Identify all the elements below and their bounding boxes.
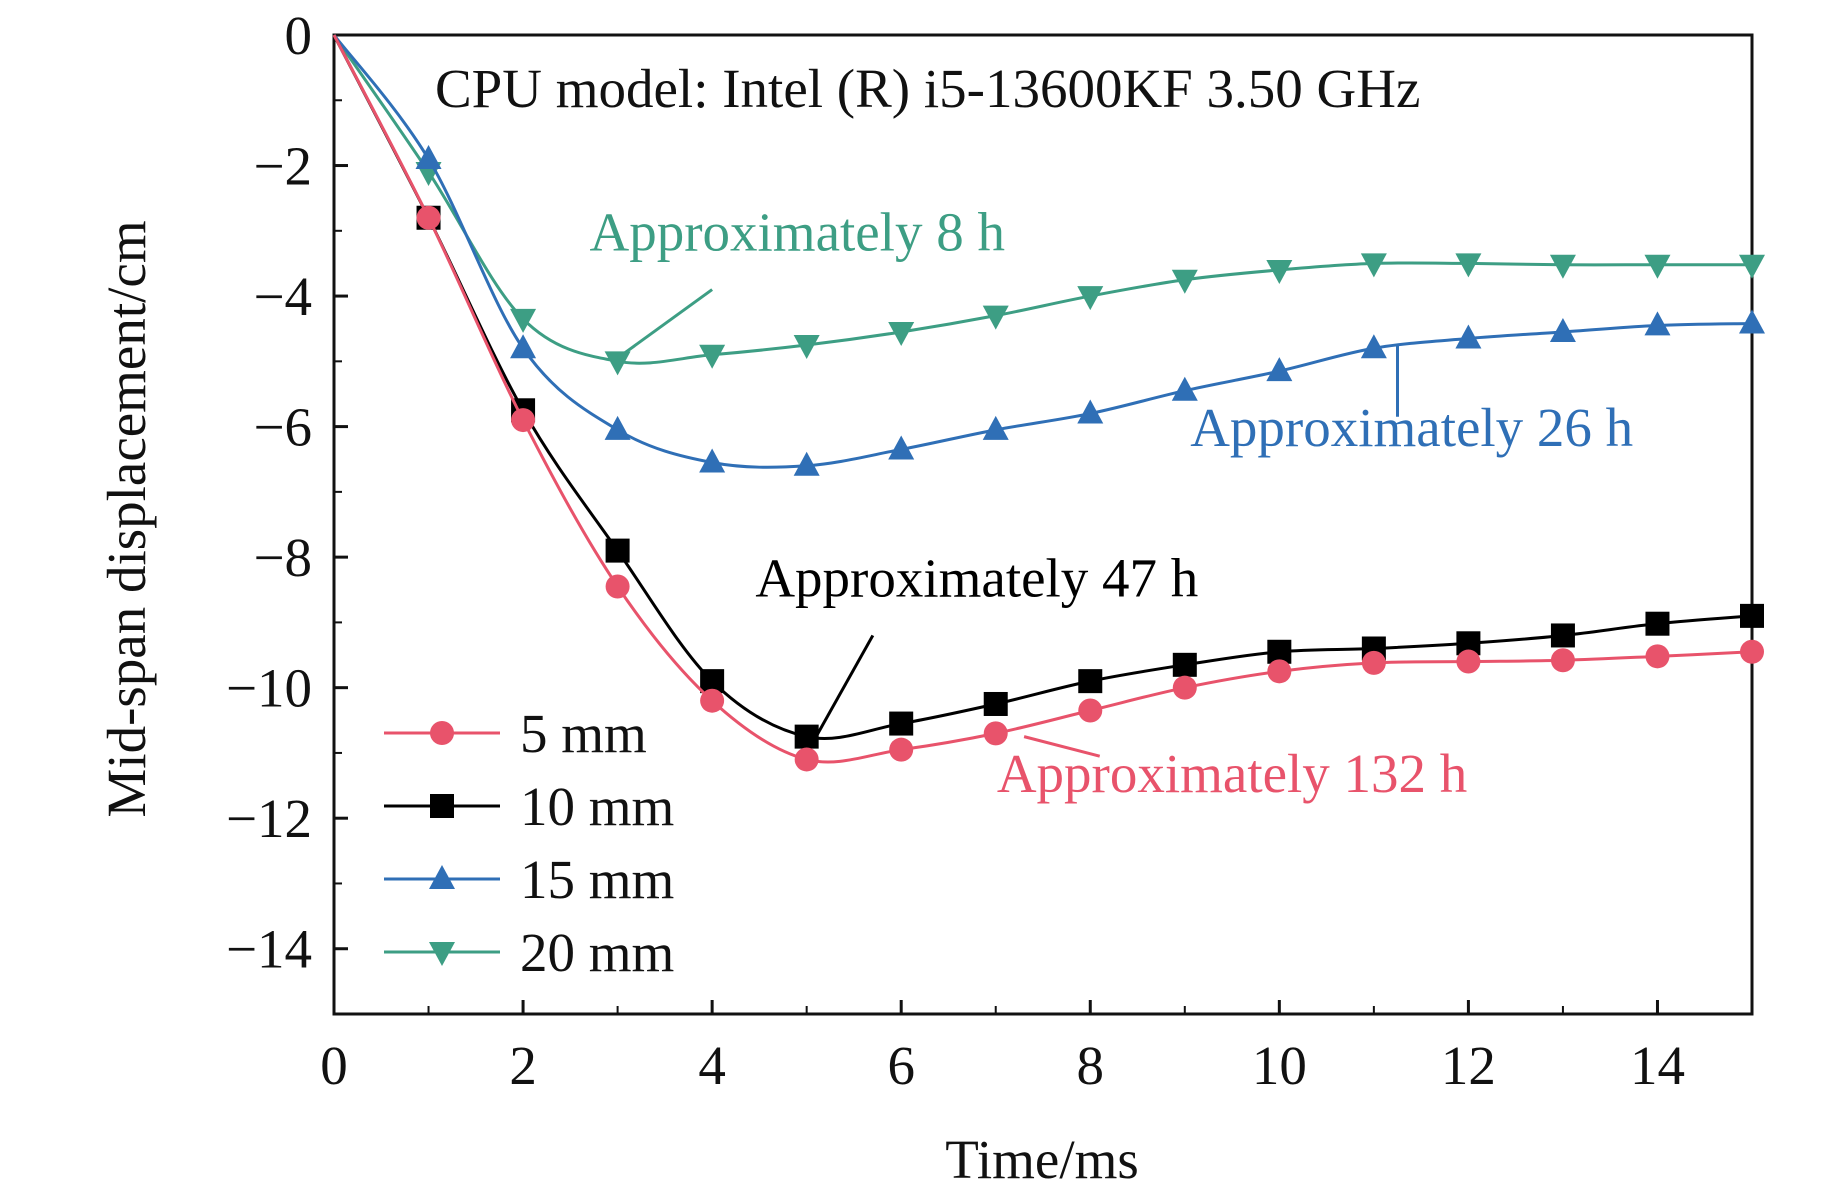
data-point-10-mm bbox=[794, 724, 819, 749]
data-point-5-mm bbox=[1361, 650, 1386, 675]
data-point-20-mm bbox=[1549, 254, 1576, 279]
data-point-15-mm bbox=[1644, 311, 1671, 336]
annotation-label-2: Approximately 47 h bbox=[755, 547, 1198, 608]
annotation-leader-3 bbox=[1023, 735, 1101, 758]
data-point-20-mm bbox=[604, 351, 631, 376]
annotation-label-1: Approximately 26 h bbox=[1190, 397, 1633, 458]
series-20-mm bbox=[332, 34, 1765, 376]
data-point-5-mm bbox=[889, 737, 914, 762]
annotation-leader-0 bbox=[616, 288, 714, 360]
x-tick-label: 12 bbox=[1441, 1035, 1496, 1096]
y-tick-label: −14 bbox=[226, 919, 312, 980]
data-point-20-mm bbox=[1360, 253, 1387, 278]
data-point-5-mm bbox=[511, 408, 536, 433]
x-tick-label: 0 bbox=[320, 1035, 348, 1096]
data-point-5-mm bbox=[794, 747, 819, 772]
data-point-15-mm bbox=[1171, 376, 1198, 401]
legend-item-15-mm: 15 mm bbox=[384, 849, 674, 910]
data-point-10-mm bbox=[1172, 652, 1197, 677]
legend-marker bbox=[430, 794, 454, 818]
y-tick-label: 0 bbox=[285, 5, 313, 66]
data-point-15-mm bbox=[604, 415, 631, 440]
data-point-20-mm bbox=[1739, 254, 1765, 279]
y-tick-label: −6 bbox=[253, 397, 312, 458]
data-point-15-mm bbox=[982, 415, 1009, 440]
x-tick-label: 8 bbox=[1077, 1035, 1105, 1096]
data-point-5-mm bbox=[1078, 698, 1103, 723]
data-point-5-mm bbox=[605, 574, 630, 599]
data-point-15-mm bbox=[888, 435, 915, 460]
x-tick-label: 14 bbox=[1630, 1035, 1685, 1096]
data-point-5-mm bbox=[1172, 675, 1197, 700]
cpu-model-note: CPU model: Intel (R) i5-13600KF 3.50 GHz bbox=[435, 58, 1420, 119]
data-point-15-mm bbox=[1549, 317, 1576, 342]
legend-label: 15 mm bbox=[520, 849, 674, 910]
legend-marker bbox=[429, 942, 455, 966]
data-point-20-mm bbox=[982, 305, 1009, 330]
data-point-15-mm bbox=[510, 334, 537, 359]
y-tick-label: −8 bbox=[253, 527, 312, 588]
data-point-5-mm bbox=[1456, 649, 1481, 674]
plot-frame bbox=[332, 33, 1754, 1016]
legend-label: 20 mm bbox=[520, 922, 674, 983]
x-tick-label: 4 bbox=[698, 1035, 726, 1096]
data-point-20-mm bbox=[1455, 253, 1482, 278]
x-tick-label: 2 bbox=[509, 1035, 537, 1096]
data-point-10-mm bbox=[1740, 603, 1764, 628]
data-point-20-mm bbox=[510, 308, 537, 333]
legend-marker bbox=[430, 721, 454, 745]
y-tick-label: −10 bbox=[226, 658, 312, 719]
data-point-20-mm bbox=[1266, 259, 1293, 284]
x-tick-label: 10 bbox=[1252, 1035, 1307, 1096]
y-tick-label: −4 bbox=[253, 266, 312, 327]
legend-item-20-mm: 20 mm bbox=[384, 922, 674, 983]
data-point-5-mm bbox=[416, 205, 441, 230]
data-point-15-mm bbox=[699, 448, 726, 473]
x-tick-label: 6 bbox=[887, 1035, 915, 1096]
data-point-20-mm bbox=[1077, 286, 1104, 311]
data-point-15-mm bbox=[1077, 399, 1104, 424]
legend-marker bbox=[429, 865, 455, 889]
x-axis-label: Time/ms bbox=[945, 1129, 1139, 1190]
data-point-15-mm bbox=[793, 451, 820, 476]
y-tick-label: −12 bbox=[226, 788, 312, 849]
series-15-mm bbox=[332, 34, 1765, 476]
y-axis-label: Mid-span displacement/cm bbox=[96, 220, 157, 817]
legend-label: 5 mm bbox=[520, 703, 647, 764]
data-point-5-mm bbox=[983, 721, 1008, 746]
data-point-15-mm bbox=[1455, 324, 1482, 349]
series-5-mm bbox=[332, 34, 1764, 772]
data-point-20-mm bbox=[793, 335, 820, 360]
data-point-15-mm bbox=[1266, 357, 1293, 382]
annotation-label-0: Approximately 8 h bbox=[589, 201, 1004, 262]
legend-item-10-mm: 10 mm bbox=[384, 776, 674, 837]
legend-item-5-mm: 5 mm bbox=[384, 703, 647, 764]
data-point-5-mm bbox=[1550, 648, 1575, 673]
data-point-10-mm bbox=[1550, 623, 1575, 648]
annotation-leader-2 bbox=[814, 634, 875, 738]
data-point-15-mm bbox=[1739, 309, 1765, 334]
data-point-10-mm bbox=[1645, 611, 1670, 636]
y-tick-label: −2 bbox=[253, 136, 312, 197]
data-point-20-mm bbox=[1171, 269, 1198, 294]
data-point-20-mm bbox=[699, 344, 726, 369]
data-point-10-mm bbox=[1078, 669, 1103, 694]
data-point-15-mm bbox=[415, 145, 442, 170]
legend-label: 10 mm bbox=[520, 776, 674, 837]
data-point-5-mm bbox=[1267, 659, 1292, 684]
series-10-mm bbox=[332, 34, 1764, 749]
data-point-20-mm bbox=[1644, 254, 1671, 279]
series-line-10-mm bbox=[332, 34, 1753, 740]
data-point-10-mm bbox=[889, 711, 914, 736]
data-point-15-mm bbox=[1360, 334, 1387, 359]
data-point-5-mm bbox=[1645, 644, 1670, 669]
data-point-10-mm bbox=[605, 538, 630, 563]
data-point-5-mm bbox=[1740, 639, 1764, 664]
data-point-10-mm bbox=[983, 691, 1008, 716]
data-point-20-mm bbox=[888, 321, 915, 346]
data-point-5-mm bbox=[700, 688, 725, 713]
annotation-label-3: Approximately 132 h bbox=[997, 743, 1467, 804]
